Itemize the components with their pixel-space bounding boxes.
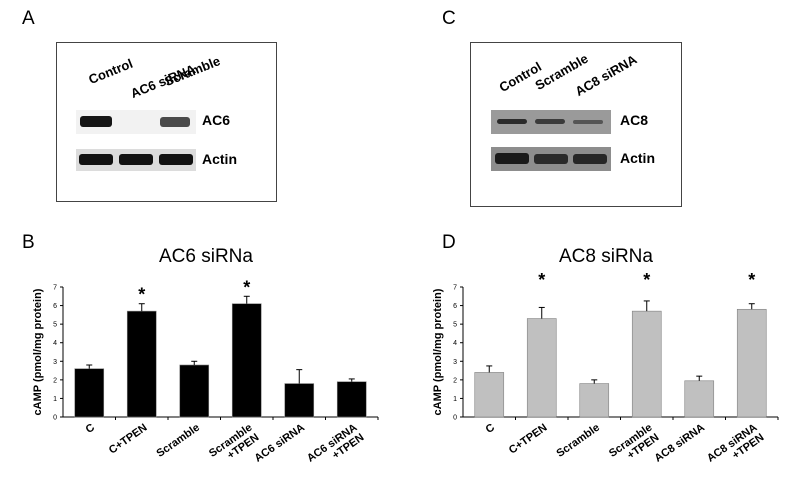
band [535, 119, 565, 124]
band [495, 153, 529, 164]
y-tick-label: 0 [453, 415, 457, 422]
bar-chart-ac8: AC8 siRNa 0 1 2 3 4 5 6 7 cAMP (pmol/mg protein) C… [432, 246, 779, 465]
y-tick-label: 6 [453, 303, 457, 310]
x-tick-label: C [84, 422, 97, 436]
blot-c-strip-actin [491, 147, 611, 171]
blot-c-row-label: Actin [620, 150, 655, 166]
y-tick-label: 0 [53, 415, 57, 422]
panel-letter-d: D [442, 232, 456, 253]
x-tick-label: AC6 siRNA [253, 422, 307, 465]
blot-c-row-label: AC8 [620, 112, 649, 128]
band [534, 154, 568, 164]
y-tick-label: 1 [453, 396, 457, 403]
band [160, 117, 190, 127]
y-tick-label: 2 [53, 377, 57, 384]
bar [336, 381, 367, 418]
x-tick-label: C+TPEN [507, 422, 550, 457]
bar [284, 383, 315, 418]
x-tick-label-line: AC8 siRNA [653, 422, 707, 465]
significance-marker: * [538, 270, 545, 290]
x-tick-label: AC6 siRNA+TPEN [305, 422, 366, 465]
band [573, 120, 603, 124]
panel-letter-c: C [442, 8, 456, 29]
significance-marker: * [138, 285, 145, 305]
blot-a-row-label: AC6 [202, 112, 231, 128]
y-tick-label: 5 [53, 322, 57, 329]
x-tick-label-line: C+TPEN [107, 422, 150, 457]
x-tick-label-line: C+TPEN [507, 422, 550, 457]
x-tick-label-line: C [484, 422, 497, 436]
band [79, 154, 113, 165]
panel-letter-a: A [22, 8, 35, 29]
x-tick-label-line: AC6 siRNA [253, 422, 307, 465]
panel-letter-b: B [22, 232, 35, 253]
y-tick-label: 1 [53, 396, 57, 403]
y-tick-label: 2 [453, 377, 457, 384]
band [80, 116, 112, 127]
x-tick-label-line: Scramble [155, 422, 202, 460]
bar [126, 310, 157, 418]
x-tick-label: Scramble+TPEN [607, 422, 661, 462]
bar [74, 368, 105, 418]
bar [179, 364, 210, 418]
bar [231, 303, 262, 418]
x-tick-label: Scramble [155, 422, 202, 460]
x-tick-label: AC8 siRNA [653, 422, 707, 465]
bar [736, 308, 767, 418]
bar [474, 372, 505, 418]
band [159, 154, 193, 165]
band [573, 154, 607, 164]
chart-title: AC6 siRNa [159, 246, 253, 267]
band [119, 154, 153, 165]
bar [684, 380, 715, 418]
x-tick-label-line: C [84, 422, 97, 436]
blot-a-strip-ac6 [76, 110, 196, 134]
bar [579, 383, 610, 418]
chart-title: AC8 siRNa [559, 246, 653, 267]
bar [631, 310, 662, 418]
y-tick-label: 5 [453, 322, 457, 329]
y-tick-label: 7 [53, 285, 57, 292]
y-axis-label: cAMP (pmol/mg protein) [432, 288, 444, 415]
significance-marker: * [643, 270, 650, 290]
x-tick-label: C [484, 422, 497, 436]
y-tick-label: 3 [53, 359, 57, 366]
y-axis-label: cAMP (pmol/mg protein) [32, 288, 44, 415]
band [497, 119, 527, 124]
blot-a-row-label: Actin [202, 151, 237, 167]
x-tick-label: Scramble+TPEN [207, 422, 261, 462]
x-tick-label: C+TPEN [107, 422, 150, 457]
y-tick-label: 3 [453, 359, 457, 366]
y-tick-label: 7 [453, 285, 457, 292]
y-tick-label: 6 [53, 303, 57, 310]
significance-marker: * [748, 270, 755, 290]
blot-a-strip-actin [76, 149, 196, 171]
y-tick-label: 4 [53, 340, 57, 347]
bar-chart-ac6: AC6 siRNa 0 1 2 3 4 5 6 7 cAMP (pmol/mg protein) C… [32, 246, 379, 465]
y-tick-label: 4 [453, 340, 457, 347]
blot-c-strip-ac8 [491, 110, 611, 134]
x-tick-label: AC8 siRNA+TPEN [705, 422, 766, 465]
x-tick-label-line: Scramble [555, 422, 602, 460]
significance-marker: * [243, 277, 250, 297]
x-tick-label: Scramble [555, 422, 602, 460]
bar [526, 318, 557, 418]
